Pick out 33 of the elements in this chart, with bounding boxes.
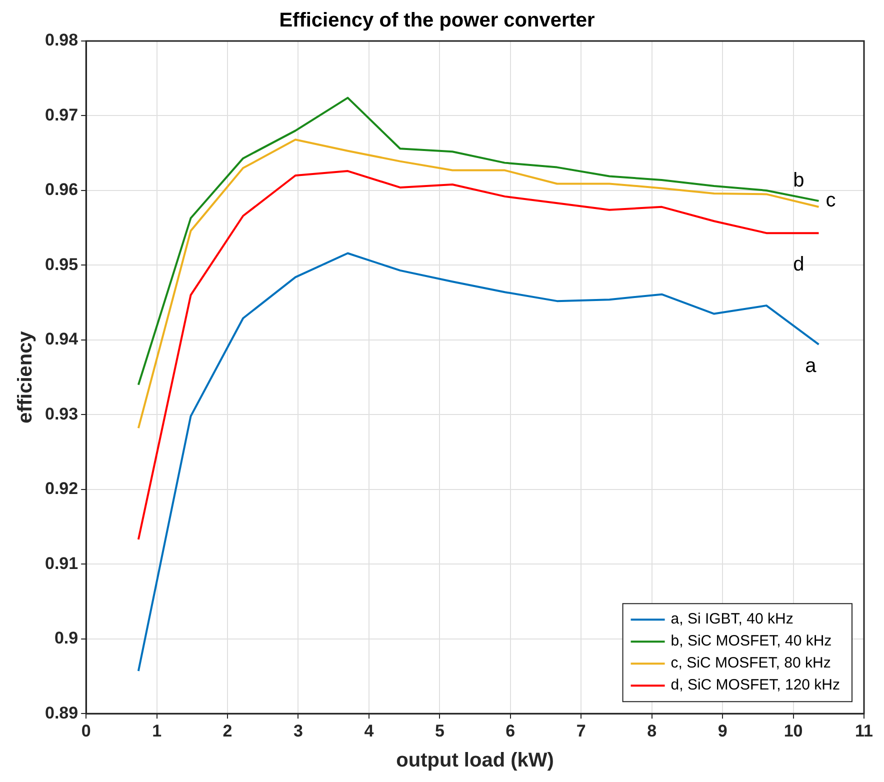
x-axis-title: output load (kW)	[396, 750, 554, 772]
x-tick-label: 1	[152, 721, 162, 740]
chart-title: Efficiency of the power converter	[279, 10, 596, 32]
legend-label: d, SiC MOSFET, 120 kHz	[670, 676, 840, 694]
y-tick-label: 0.89	[44, 703, 78, 722]
y-tick-label: 0.94	[44, 330, 79, 349]
y-tick-label: 0.91	[44, 554, 78, 573]
x-tick-label: 9	[718, 721, 728, 740]
x-tick-label: 0	[81, 721, 91, 740]
y-tick-label: 0.9	[54, 628, 78, 648]
x-tick-label: 3	[294, 721, 303, 740]
legend-label: b, SiC MOSFET, 40 kHz	[670, 632, 832, 650]
y-tick-label: 0.96	[44, 180, 78, 200]
x-tick-label: 6	[506, 721, 516, 740]
legend-label: c, SiC MOSFET, 80 kHz	[670, 654, 831, 672]
x-tick-label: 10	[784, 721, 803, 740]
y-tick-label: 0.92	[44, 479, 78, 498]
y-tick-label: 0.98	[44, 30, 78, 50]
annotation: d	[793, 254, 804, 276]
legend-label: a, Si IGBT, 40 kHz	[670, 610, 794, 628]
x-tick-label: 5	[434, 721, 444, 740]
annotation: a	[805, 354, 818, 377]
annotation: c	[826, 189, 836, 212]
x-tick-label: 2	[222, 721, 232, 740]
y-tick-label: 0.97	[44, 105, 78, 124]
x-tick-label: 4	[364, 721, 374, 740]
annotation: b	[793, 169, 804, 192]
x-tick-label: 7	[576, 721, 586, 740]
y-axis-title: efficiency	[14, 330, 37, 424]
x-tick-label: 11	[855, 721, 873, 740]
y-tick-label: 0.95	[44, 254, 78, 274]
x-tick-label: 8	[647, 721, 657, 740]
y-tick-label: 0.93	[44, 404, 78, 424]
